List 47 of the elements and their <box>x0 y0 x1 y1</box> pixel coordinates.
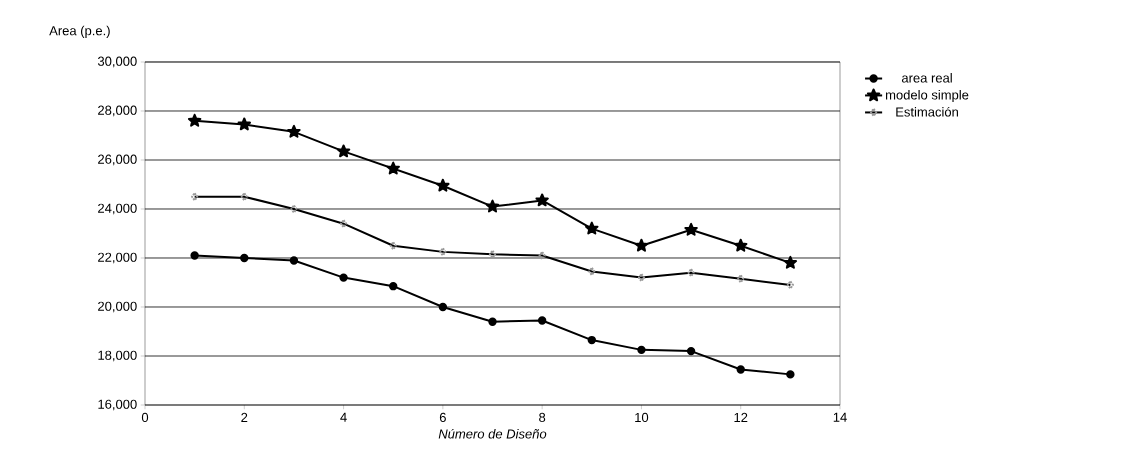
point <box>485 199 500 213</box>
legend-label: modelo simple <box>885 89 969 103</box>
point <box>535 193 549 207</box>
point <box>339 273 348 282</box>
y-axis-title: Area (p.e.) <box>49 25 110 38</box>
legend-label: Estimación <box>896 106 958 117</box>
y-tick-label: 28,000 <box>98 105 137 117</box>
point <box>783 255 798 269</box>
x-tick-label: 8 <box>539 412 546 422</box>
point <box>287 124 301 138</box>
point <box>190 251 199 260</box>
y-tick-label: 16,000 <box>98 399 137 411</box>
point <box>389 281 398 291</box>
y-tick-label: 22,000 <box>98 252 137 264</box>
x-tick-label: 2 <box>241 412 248 422</box>
point <box>240 253 249 263</box>
x-tick-label: 6 <box>439 412 446 422</box>
point <box>786 370 795 379</box>
x-tick-label: 12 <box>734 412 748 422</box>
point <box>734 238 748 252</box>
point <box>289 256 299 265</box>
point <box>537 316 547 325</box>
point <box>587 335 596 345</box>
point <box>686 346 696 356</box>
point <box>736 365 745 374</box>
x-tick-label: 14 <box>833 412 847 422</box>
y-tick-label: 18,000 <box>98 350 137 362</box>
point <box>585 221 599 235</box>
point <box>488 317 497 326</box>
point <box>386 161 400 175</box>
y-tick-label: 24,000 <box>98 203 137 215</box>
x-axis-title: Número de Diseño <box>438 428 547 439</box>
y-tick-label: 20,000 <box>98 301 137 313</box>
point <box>684 222 698 236</box>
point <box>336 144 351 158</box>
point <box>436 178 450 192</box>
legend-label: area real <box>901 73 952 83</box>
point <box>237 117 251 131</box>
point <box>438 302 448 312</box>
point <box>187 113 202 127</box>
x-tick-label: 4 <box>340 412 347 422</box>
y-tick-label: 26,000 <box>98 154 137 166</box>
point <box>634 238 649 252</box>
x-tick-label: 0 <box>141 412 149 422</box>
y-tick-label: 30,000 <box>97 56 137 68</box>
point <box>637 345 646 355</box>
x-tick-label: 10 <box>635 412 649 422</box>
